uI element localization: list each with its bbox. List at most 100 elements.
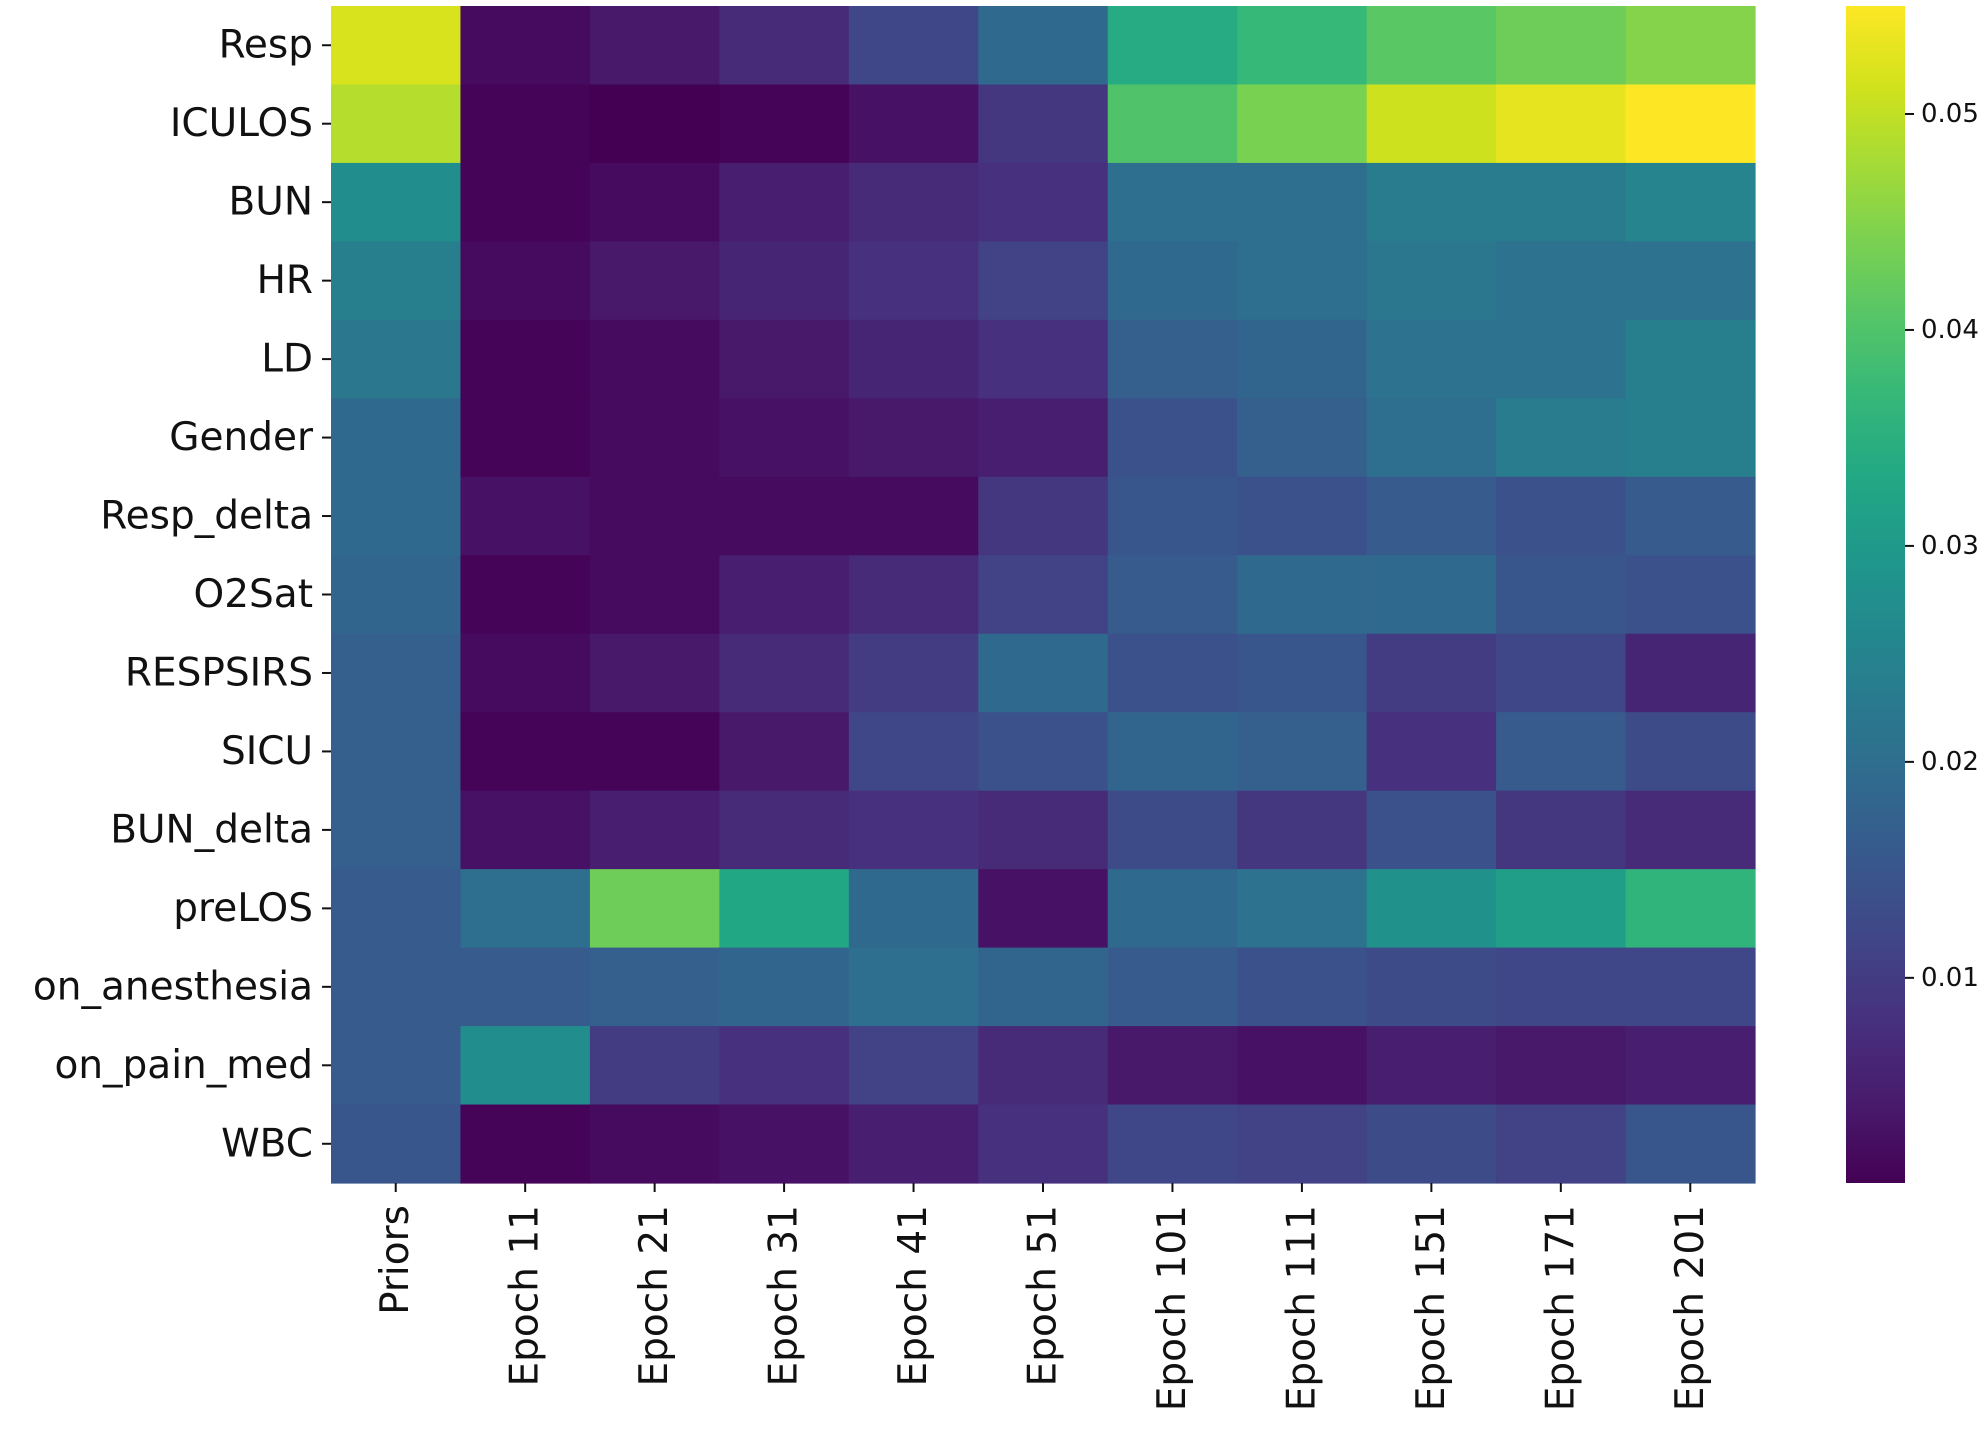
heatmap-cell-on_anesthesia-epoch-171: [1496, 947, 1627, 1027]
heatmap-cell-resp_delta-epoch-151: [1366, 476, 1497, 556]
heatmap-cell-on_pain_med-epoch-201: [1625, 1026, 1756, 1106]
heatmap-cell-prelos-epoch-11: [460, 869, 591, 949]
heatmap-cell-gender-epoch-101: [1107, 398, 1238, 478]
heatmap-cell-o2sat-epoch-101: [1107, 555, 1238, 635]
heatmap-cell-sicu-priors: [331, 712, 462, 792]
heatmap-cell-resp-epoch-31: [719, 6, 850, 86]
heatmap-cell-sicu-epoch-201: [1625, 712, 1756, 792]
heatmap-cell-wbc-epoch-31: [719, 1104, 850, 1184]
heatmap-cell-on_pain_med-epoch-51: [978, 1026, 1109, 1106]
heatmap-cell-resp_delta-epoch-101: [1107, 476, 1238, 556]
heatmap-cell-ld-epoch-11: [460, 319, 591, 399]
heatmap-cell-iculos-epoch-41: [848, 84, 979, 164]
heatmap-cell-bun_delta-epoch-31: [719, 790, 850, 870]
heatmap-cell-gender-epoch-31: [719, 398, 850, 478]
heatmap-cell-respsirs-priors: [331, 633, 462, 713]
heatmap-cell-on_anesthesia-epoch-51: [978, 947, 1109, 1027]
colorbar-gradient: [1846, 6, 1905, 1183]
column-label: Epoch 201: [1668, 1205, 1713, 1411]
heatmap-cell-hr-priors: [331, 241, 462, 321]
heatmap-cell-bun_delta-epoch-51: [978, 790, 1109, 870]
heatmap-cell-hr-epoch-21: [589, 241, 720, 321]
heatmap-cell-sicu-epoch-21: [589, 712, 720, 792]
row-label: SICU: [221, 729, 313, 774]
heatmap-cell-on_anesthesia-priors: [331, 947, 462, 1027]
colorbar-tick-label: 0.05: [1921, 99, 1979, 129]
row-label: O2Sat: [194, 572, 313, 617]
heatmap-cell-on_anesthesia-epoch-31: [719, 947, 850, 1027]
row-label: LD: [261, 337, 313, 382]
heatmap-cell-wbc-epoch-11: [460, 1104, 591, 1184]
heatmap-cell-sicu-epoch-111: [1237, 712, 1368, 792]
heatmap-cell-iculos-epoch-11: [460, 84, 591, 164]
heatmap-cell-wbc-epoch-171: [1496, 1104, 1627, 1184]
heatmap-cell-resp-epoch-101: [1107, 6, 1238, 86]
heatmap-cell-gender-epoch-21: [589, 398, 720, 478]
heatmap-cell-sicu-epoch-11: [460, 712, 591, 792]
heatmap-cell-resp-epoch-201: [1625, 6, 1756, 86]
heatmap-cell-respsirs-epoch-41: [848, 633, 979, 713]
heatmap-cell-sicu-epoch-171: [1496, 712, 1627, 792]
heatmap-cell-on_pain_med-epoch-171: [1496, 1026, 1627, 1106]
row-label: RESPSIRS: [125, 650, 313, 695]
heatmap-cell-ld-epoch-111: [1237, 319, 1368, 399]
heatmap-cell-o2sat-epoch-21: [589, 555, 720, 635]
heatmap-cell-hr-epoch-51: [978, 241, 1109, 321]
heatmap-cell-bun-epoch-151: [1366, 162, 1497, 242]
heatmap-cell-on_pain_med-epoch-11: [460, 1026, 591, 1106]
heatmap-cell-ld-epoch-101: [1107, 319, 1238, 399]
heatmap-cell-respsirs-epoch-151: [1366, 633, 1497, 713]
heatmap-cell-bun_delta-epoch-111: [1237, 790, 1368, 870]
heatmap-cell-wbc-epoch-151: [1366, 1104, 1497, 1184]
heatmap-cell-prelos-epoch-101: [1107, 869, 1238, 949]
heatmap-cell-prelos-epoch-151: [1366, 869, 1497, 949]
heatmap-cell-on_pain_med-epoch-21: [589, 1026, 720, 1106]
heatmap-cell-prelos-epoch-171: [1496, 869, 1627, 949]
heatmap-cell-hr-epoch-111: [1237, 241, 1368, 321]
heatmap-cell-resp_delta-priors: [331, 476, 462, 556]
heatmap-cell-resp-epoch-11: [460, 6, 591, 86]
heatmap-cell-prelos-priors: [331, 869, 462, 949]
heatmap-cell-ld-epoch-151: [1366, 319, 1497, 399]
heatmap-cell-bun-epoch-101: [1107, 162, 1238, 242]
heatmap-cell-gender-epoch-171: [1496, 398, 1627, 478]
column-label: Epoch 51: [1021, 1205, 1066, 1386]
heatmap-cell-respsirs-epoch-201: [1625, 633, 1756, 713]
column-labels: Priors Epoch 11 Epoch 21 Epoch 31 Epoch 41 Ep…: [373, 1183, 1713, 1411]
heatmap-cell-resp_delta-epoch-31: [719, 476, 850, 556]
heatmap-cell-hr-epoch-31: [719, 241, 850, 321]
column-label: Epoch 101: [1150, 1205, 1195, 1411]
heatmap-cell-ld-priors: [331, 319, 462, 399]
heatmap-cell-gender-epoch-111: [1237, 398, 1368, 478]
heatmap-cell-o2sat-priors: [331, 555, 462, 635]
heatmap-cell-hr-epoch-41: [848, 241, 979, 321]
row-label: on_pain_med: [54, 1043, 313, 1088]
colorbar: 0.01 0.02 0.03 0.04 0.05: [1846, 6, 1979, 1183]
heatmap-cell-gender-epoch-41: [848, 398, 979, 478]
heatmap-cell-bun_delta-epoch-21: [589, 790, 720, 870]
column-label: Epoch 151: [1409, 1205, 1454, 1411]
heatmap-cell-prelos-epoch-21: [589, 869, 720, 949]
row-label: WBC: [221, 1121, 313, 1166]
heatmap-cell-respsirs-epoch-51: [978, 633, 1109, 713]
heatmap-cell-on_anesthesia-epoch-11: [460, 947, 591, 1027]
heatmap-cell-resp_delta-epoch-41: [848, 476, 979, 556]
heatmap-cell-on_anesthesia-epoch-201: [1625, 947, 1756, 1027]
heatmap-cell-o2sat-epoch-31: [719, 555, 850, 635]
heatmap-cell-bun_delta-epoch-171: [1496, 790, 1627, 870]
heatmap-cell-resp-epoch-111: [1237, 6, 1368, 86]
heatmap-cell-bun-epoch-111: [1237, 162, 1368, 242]
heatmap-cell-ld-epoch-31: [719, 319, 850, 399]
heatmap-cell-on_anesthesia-epoch-151: [1366, 947, 1497, 1027]
heatmap-cell-iculos-epoch-171: [1496, 84, 1627, 164]
heatmap-cell-resp-epoch-171: [1496, 6, 1627, 86]
heatmap-cell-bun_delta-epoch-201: [1625, 790, 1756, 870]
heatmap-cell-respsirs-epoch-101: [1107, 633, 1238, 713]
column-label: Epoch 11: [503, 1205, 548, 1386]
heatmap-cell-wbc-epoch-41: [848, 1104, 979, 1184]
heatmap-cell-bun-epoch-201: [1625, 162, 1756, 242]
heatmap-cell-on_pain_med-epoch-41: [848, 1026, 979, 1106]
heatmap-cell-on_anesthesia-epoch-111: [1237, 947, 1368, 1027]
heatmap-cell-respsirs-epoch-21: [589, 633, 720, 713]
